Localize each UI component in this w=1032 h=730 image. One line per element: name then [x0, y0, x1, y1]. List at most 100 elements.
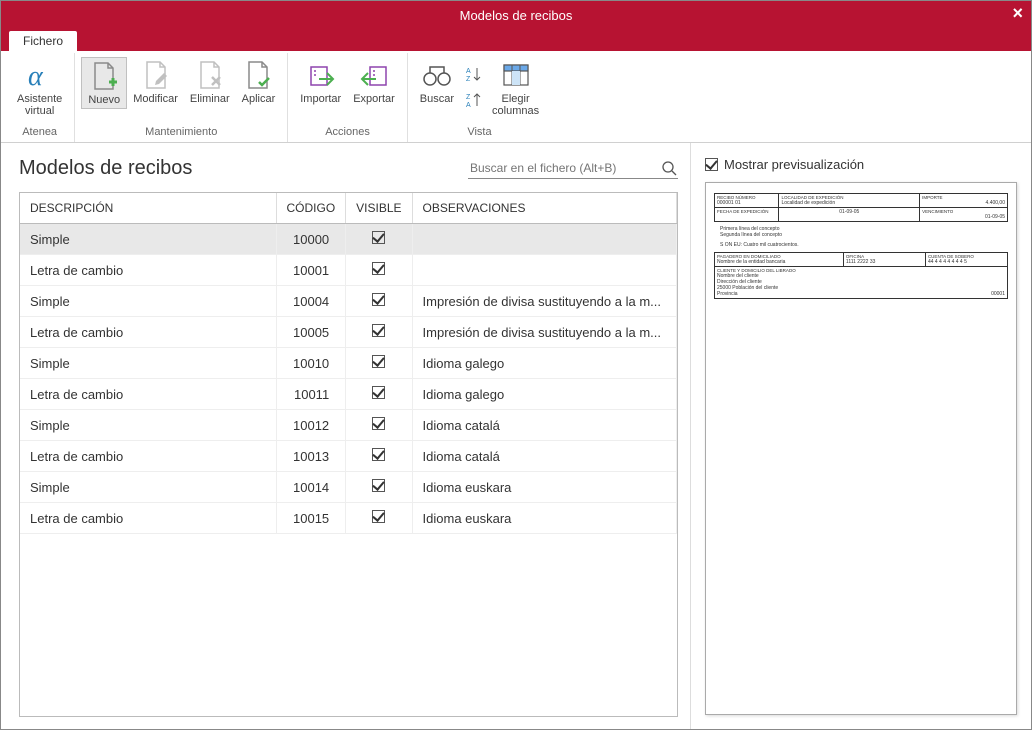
exportar-button[interactable]: Exportar [347, 57, 401, 107]
svg-text:Z: Z [466, 76, 471, 83]
left-pane: Modelos de recibos DESCRIPCIÓN CÓDIGO VI… [1, 143, 691, 729]
eliminar-button[interactable]: Eliminar [184, 57, 236, 107]
cell-visible [346, 286, 412, 317]
checkbox-icon [372, 231, 385, 244]
ribbon-group-acciones: Importar Exportar Acciones [288, 53, 408, 142]
cell-observaciones [412, 255, 676, 286]
table-row[interactable]: Simple10000 [20, 224, 677, 255]
preview-toggle-label: Mostrar previsualización [724, 157, 864, 172]
ribbon-group-atenea: α Asistente virtual Atenea [5, 53, 75, 142]
cell-visible [346, 224, 412, 255]
cell-observaciones: Idioma catalá [412, 441, 676, 472]
tab-fichero[interactable]: Fichero [9, 31, 77, 51]
receipt-value: 44 4 4 4 4 4 4 4 5 [928, 259, 1005, 265]
aplicar-button[interactable]: Aplicar [236, 57, 282, 107]
table-row[interactable]: Letra de cambio10013 Idioma catalá [20, 441, 677, 472]
receipt-value: Provincia [717, 291, 738, 297]
modificar-button[interactable]: Modificar [127, 57, 184, 107]
ribbon-label: Buscar [420, 93, 454, 105]
table-row[interactable]: Simple10010 Idioma galego [20, 348, 677, 379]
cell-observaciones: Idioma galego [412, 379, 676, 410]
preview-box: RECIBO NÚMERO000001 01 LOCALIDAD DE EXPE… [705, 182, 1017, 715]
binoculars-icon [421, 59, 453, 91]
cell-visible [346, 255, 412, 286]
cell-observaciones: Idioma euskara [412, 503, 676, 534]
nuevo-button[interactable]: Nuevo [81, 57, 127, 109]
ribbon-label: Elegir columnas [492, 93, 539, 117]
checkbox-icon [372, 355, 385, 368]
titlebar: Modelos de recibos × [1, 1, 1031, 29]
cell-observaciones: Idioma catalá [412, 410, 676, 441]
cell-visible [346, 379, 412, 410]
ribbon-group-label: Mantenimiento [145, 124, 217, 142]
cell-observaciones: Idioma euskara [412, 472, 676, 503]
ribbon-label: Eliminar [190, 93, 230, 105]
col-header-visible[interactable]: VISIBLE [346, 193, 412, 224]
cell-observaciones [412, 224, 676, 255]
data-grid[interactable]: DESCRIPCIÓN CÓDIGO VISIBLE OBSERVACIONES… [19, 192, 678, 717]
receipt-value: 1111 2222 33 [846, 259, 923, 265]
ribbon-group-label: Vista [467, 124, 491, 142]
svg-text:α: α [28, 61, 44, 91]
search-box [468, 158, 678, 179]
cell-visible [346, 503, 412, 534]
col-header-codigo[interactable]: CÓDIGO [276, 193, 346, 224]
cell-codigo: 10011 [276, 379, 346, 410]
receipt-preview: RECIBO NÚMERO000001 01 LOCALIDAD DE EXPE… [714, 193, 1008, 299]
cell-visible [346, 317, 412, 348]
asistente-virtual-button[interactable]: α Asistente virtual [11, 57, 68, 119]
table-row[interactable]: Letra de cambio10015Idioma euskara [20, 503, 677, 534]
receipt-value: 01-09-05 [922, 214, 1005, 220]
export-icon [358, 59, 390, 91]
checkbox-icon [372, 262, 385, 275]
receipt-value: Segunda línea del concepto [720, 232, 1002, 238]
cell-codigo: 10005 [276, 317, 346, 348]
cell-descripcion: Simple [20, 472, 276, 503]
ribbon-label: Modificar [133, 93, 178, 105]
edit-document-icon [140, 59, 172, 91]
svg-text:A: A [466, 68, 471, 75]
buscar-button[interactable]: Buscar [414, 57, 460, 107]
svg-text:A: A [466, 102, 471, 109]
elegir-columnas-button[interactable]: Elegir columnas [486, 57, 545, 119]
table-row[interactable]: Simple10014Idioma euskara [20, 472, 677, 503]
cell-codigo: 10015 [276, 503, 346, 534]
cell-observaciones: Idioma galego [412, 348, 676, 379]
checkbox-icon [372, 479, 385, 492]
importar-button[interactable]: Importar [294, 57, 347, 107]
table-row[interactable]: Simple10004Impresión de divisa sustituye… [20, 286, 677, 317]
receipt-value: Localidad de expedición [781, 200, 917, 206]
ribbon-label: Aplicar [242, 93, 276, 105]
ribbon-group-label: Atenea [22, 124, 57, 142]
cell-descripcion: Letra de cambio [20, 255, 276, 286]
table-row[interactable]: Simple10012Idioma catalá [20, 410, 677, 441]
cell-codigo: 10013 [276, 441, 346, 472]
cell-codigo: 10000 [276, 224, 346, 255]
delete-document-icon [194, 59, 226, 91]
cell-codigo: 10010 [276, 348, 346, 379]
ribbon-label: Importar [300, 93, 341, 105]
checkbox-icon [372, 417, 385, 430]
columns-icon [500, 59, 532, 91]
col-header-observaciones[interactable]: OBSERVACIONES [412, 193, 676, 224]
cell-descripcion: Letra de cambio [20, 379, 276, 410]
ribbon-label: Exportar [353, 93, 395, 105]
sort-desc-button[interactable]: ZA [462, 88, 486, 112]
table-row[interactable]: Letra de cambio10011 Idioma galego [20, 379, 677, 410]
close-icon[interactable]: × [1012, 3, 1023, 24]
checkbox-icon [372, 293, 385, 306]
cell-visible [346, 410, 412, 441]
cell-codigo: 10012 [276, 410, 346, 441]
search-input[interactable] [468, 158, 660, 178]
preview-toggle[interactable]: Mostrar previsualización [705, 157, 1017, 172]
svg-text:Z: Z [466, 94, 471, 101]
table-row[interactable]: Letra de cambio10005Impresión de divisa … [20, 317, 677, 348]
cell-visible [346, 348, 412, 379]
cell-descripcion: Letra de cambio [20, 441, 276, 472]
sort-asc-button[interactable]: AZ [462, 62, 486, 86]
search-icon[interactable] [660, 159, 678, 177]
col-header-descripcion[interactable]: DESCRIPCIÓN [20, 193, 276, 224]
table-row[interactable]: Letra de cambio10001 [20, 255, 677, 286]
ribbon-label: Nuevo [88, 94, 120, 106]
cell-descripcion: Simple [20, 348, 276, 379]
